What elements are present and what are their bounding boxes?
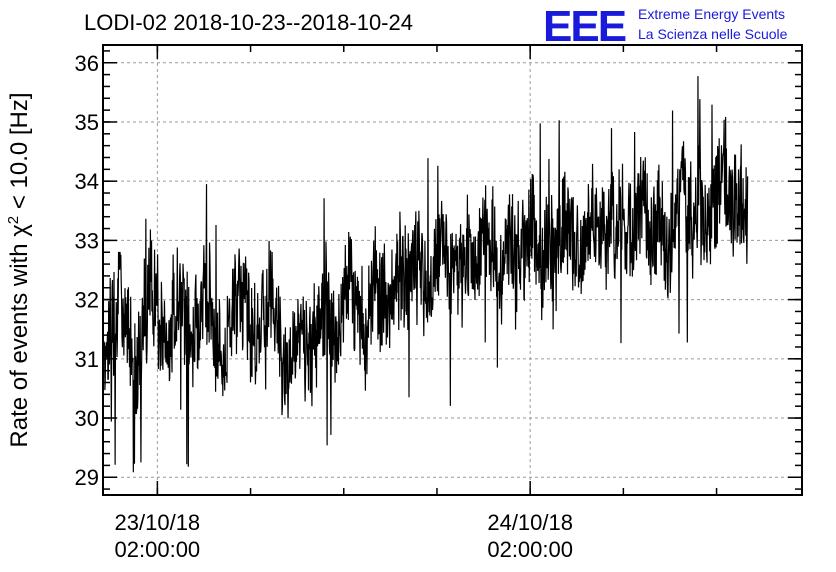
y-tick-label: 34	[75, 169, 99, 194]
y-tick-label: 33	[75, 228, 99, 253]
series-line	[102, 76, 749, 473]
x-tick-label-date: 23/10/18	[115, 510, 201, 535]
y-tick-label: 29	[75, 465, 99, 490]
x-tick-label-time: 02:00:00	[487, 537, 573, 562]
y-tick-label: 32	[75, 288, 99, 313]
y-tick-label: 36	[75, 51, 99, 76]
logo-line-2: La Scienza nelle Scuole	[638, 26, 788, 42]
eee-logo: EEE Extreme Energy Events La Scienza nel…	[543, 2, 788, 51]
series-layer	[102, 76, 749, 473]
chart-title: LODI-02 2018-10-23--2018-10-24	[84, 10, 413, 35]
plot-frame	[102, 44, 803, 496]
y-axis-label: Rate of events with χ2 < 10.0 [Hz]	[5, 92, 33, 447]
logo-mark: EEE	[543, 2, 626, 51]
y-tick-label: 35	[75, 110, 99, 135]
y-tick-label: 31	[75, 347, 99, 372]
grid	[103, 45, 802, 495]
axes	[102, 44, 803, 496]
y-tick-label: 30	[75, 406, 99, 431]
logo-line-1: Extreme Energy Events	[638, 6, 785, 22]
x-tick-label-date: 24/10/18	[487, 510, 573, 535]
y-ticks: 29 30 31 32 33 34 35 36	[75, 50, 802, 490]
x-tick-label-time: 02:00:00	[115, 537, 201, 562]
